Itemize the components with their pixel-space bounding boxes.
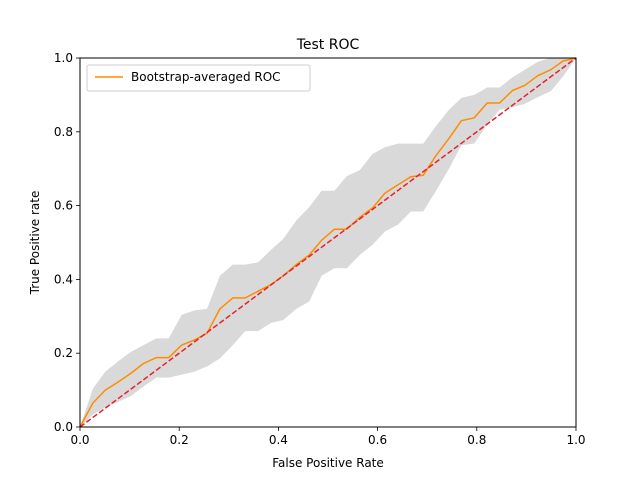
y-tick-label: 0.6 bbox=[54, 199, 73, 213]
legend: Bootstrap-averaged ROC bbox=[86, 64, 311, 92]
y-tick-label: 1.0 bbox=[54, 51, 73, 65]
chart-title: Test ROC bbox=[296, 37, 360, 53]
roc-curve-line bbox=[79, 57, 577, 428]
plot-area bbox=[79, 57, 577, 428]
legend-box bbox=[86, 64, 311, 92]
y-tick-label: 0.4 bbox=[54, 272, 73, 286]
x-tick-label: 1.0 bbox=[566, 433, 585, 447]
y-tick-label: 0.0 bbox=[54, 420, 73, 434]
x-tick-label: 0.4 bbox=[269, 433, 288, 447]
x-tick-label: 0.6 bbox=[368, 433, 387, 447]
y-tick-label: 0.8 bbox=[54, 125, 73, 139]
chance-diagonal-line bbox=[79, 57, 577, 428]
y-tick-label: 0.2 bbox=[54, 346, 73, 360]
x-tick-label: 0.0 bbox=[70, 433, 89, 447]
axes-frame bbox=[79, 57, 577, 428]
y-axis-label: True Positive rate bbox=[28, 191, 42, 296]
x-axis-ticks: 0.0 0.2 0.4 0.6 0.8 1.0 bbox=[70, 427, 586, 447]
x-axis-label: False Positive Rate bbox=[272, 456, 384, 470]
x-tick-label: 0.2 bbox=[170, 433, 189, 447]
series-layer bbox=[79, 57, 577, 428]
x-tick-label: 0.8 bbox=[467, 433, 486, 447]
y-axis-ticks: 0.0 0.2 0.4 0.6 0.8 1.0 bbox=[54, 51, 80, 434]
legend-entry-label: Bootstrap-averaged ROC bbox=[131, 70, 281, 84]
